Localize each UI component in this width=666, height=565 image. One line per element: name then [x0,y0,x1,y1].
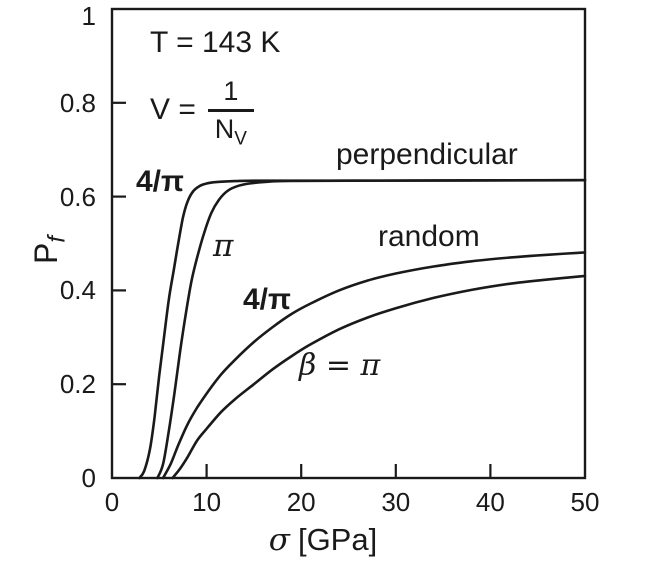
curve-random-4-over-pi [161,251,587,480]
sigma-symbol: σ [268,522,290,558]
curve-group-label-perpendicular: perpendicular [336,138,518,171]
fraction-numerator: 1 [223,76,239,106]
x-axis-label: σ [GPa] [238,522,408,558]
curve-random-beta-pi [171,274,587,480]
x-axis-unit: [GPa] [297,522,378,557]
curve-perpendicular-pi [156,178,587,480]
volume-annotation: V = 1 NV [150,76,254,150]
fraction-bar [207,109,254,112]
temperature-annotation: T = 143 K [150,26,281,59]
y-axis-label: Pf [28,236,71,265]
x-tick-label: 50 [570,487,600,517]
y-tick-label: 0 [81,463,96,493]
x-tick-label: 10 [192,487,222,517]
curve-label-perpendicular-pi: π [213,228,234,264]
x-tick-label: 0 [104,487,120,517]
fraction-denominator: NV [214,114,247,150]
y-tick-label: 1 [81,1,96,31]
axes-frame [110,7,587,480]
curve-label-random-4-over-pi: 4/π [243,283,291,316]
curve-group-label-random: random [378,220,480,253]
curve-label-perpendicular-4-over-pi: 4/π [136,165,184,198]
y-tick-label: 0.2 [59,369,96,400]
x-tick-label: 30 [381,487,411,517]
y-tick-label: 0.6 [59,181,96,212]
x-tick-label: 20 [286,487,316,517]
volume-fraction: 1 NV [207,76,254,150]
volume-lhs: V = [150,93,196,127]
y-tick-label: 0.4 [59,275,96,306]
curve-perpendicular-4-over-pi [138,178,587,480]
x-tick-label: 40 [475,487,505,517]
y-tick-label: 0.8 [59,87,96,118]
curve-label-random-beta-pi: β = π [299,348,381,383]
